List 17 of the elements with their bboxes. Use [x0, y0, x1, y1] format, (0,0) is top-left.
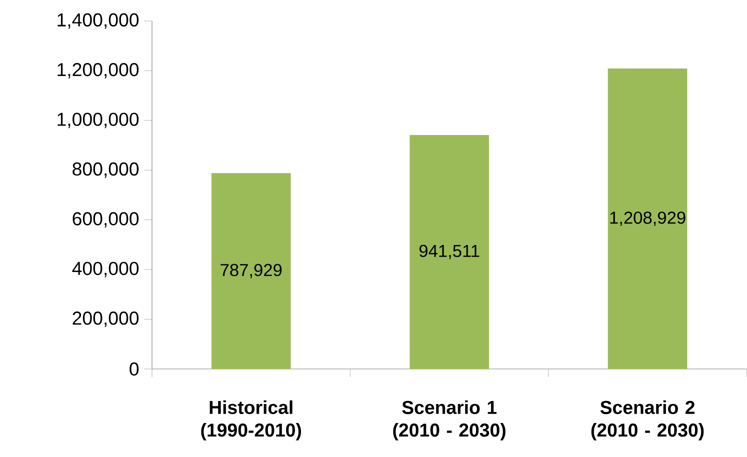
y-tick-label: 1,400,000: [58, 13, 139, 29]
bar: [608, 68, 688, 369]
x-tick-label: Scenario 2 (2010 - 2030): [591, 400, 704, 440]
y-tick-label: 1,200,000: [58, 62, 139, 78]
bar: [410, 134, 489, 369]
y-tick-label: 0: [130, 362, 139, 376]
y-tick-label: 400,000: [72, 262, 139, 278]
data-label: 787,929: [220, 264, 282, 278]
y-tick-label: 200,000: [72, 312, 139, 327]
data-label: 941,511: [419, 244, 480, 260]
x-tick-label: Historical (1990-2010): [201, 400, 302, 440]
y-tick-label: 600,000: [72, 212, 139, 228]
y-tick-label: 1,000,000: [58, 112, 139, 128]
x-tick-label: Scenario 1 (2010 - 2030): [393, 400, 506, 440]
y-tick-label: 800,000: [72, 162, 139, 178]
data-label: 1,208,929: [610, 212, 686, 226]
bar: [211, 173, 291, 369]
